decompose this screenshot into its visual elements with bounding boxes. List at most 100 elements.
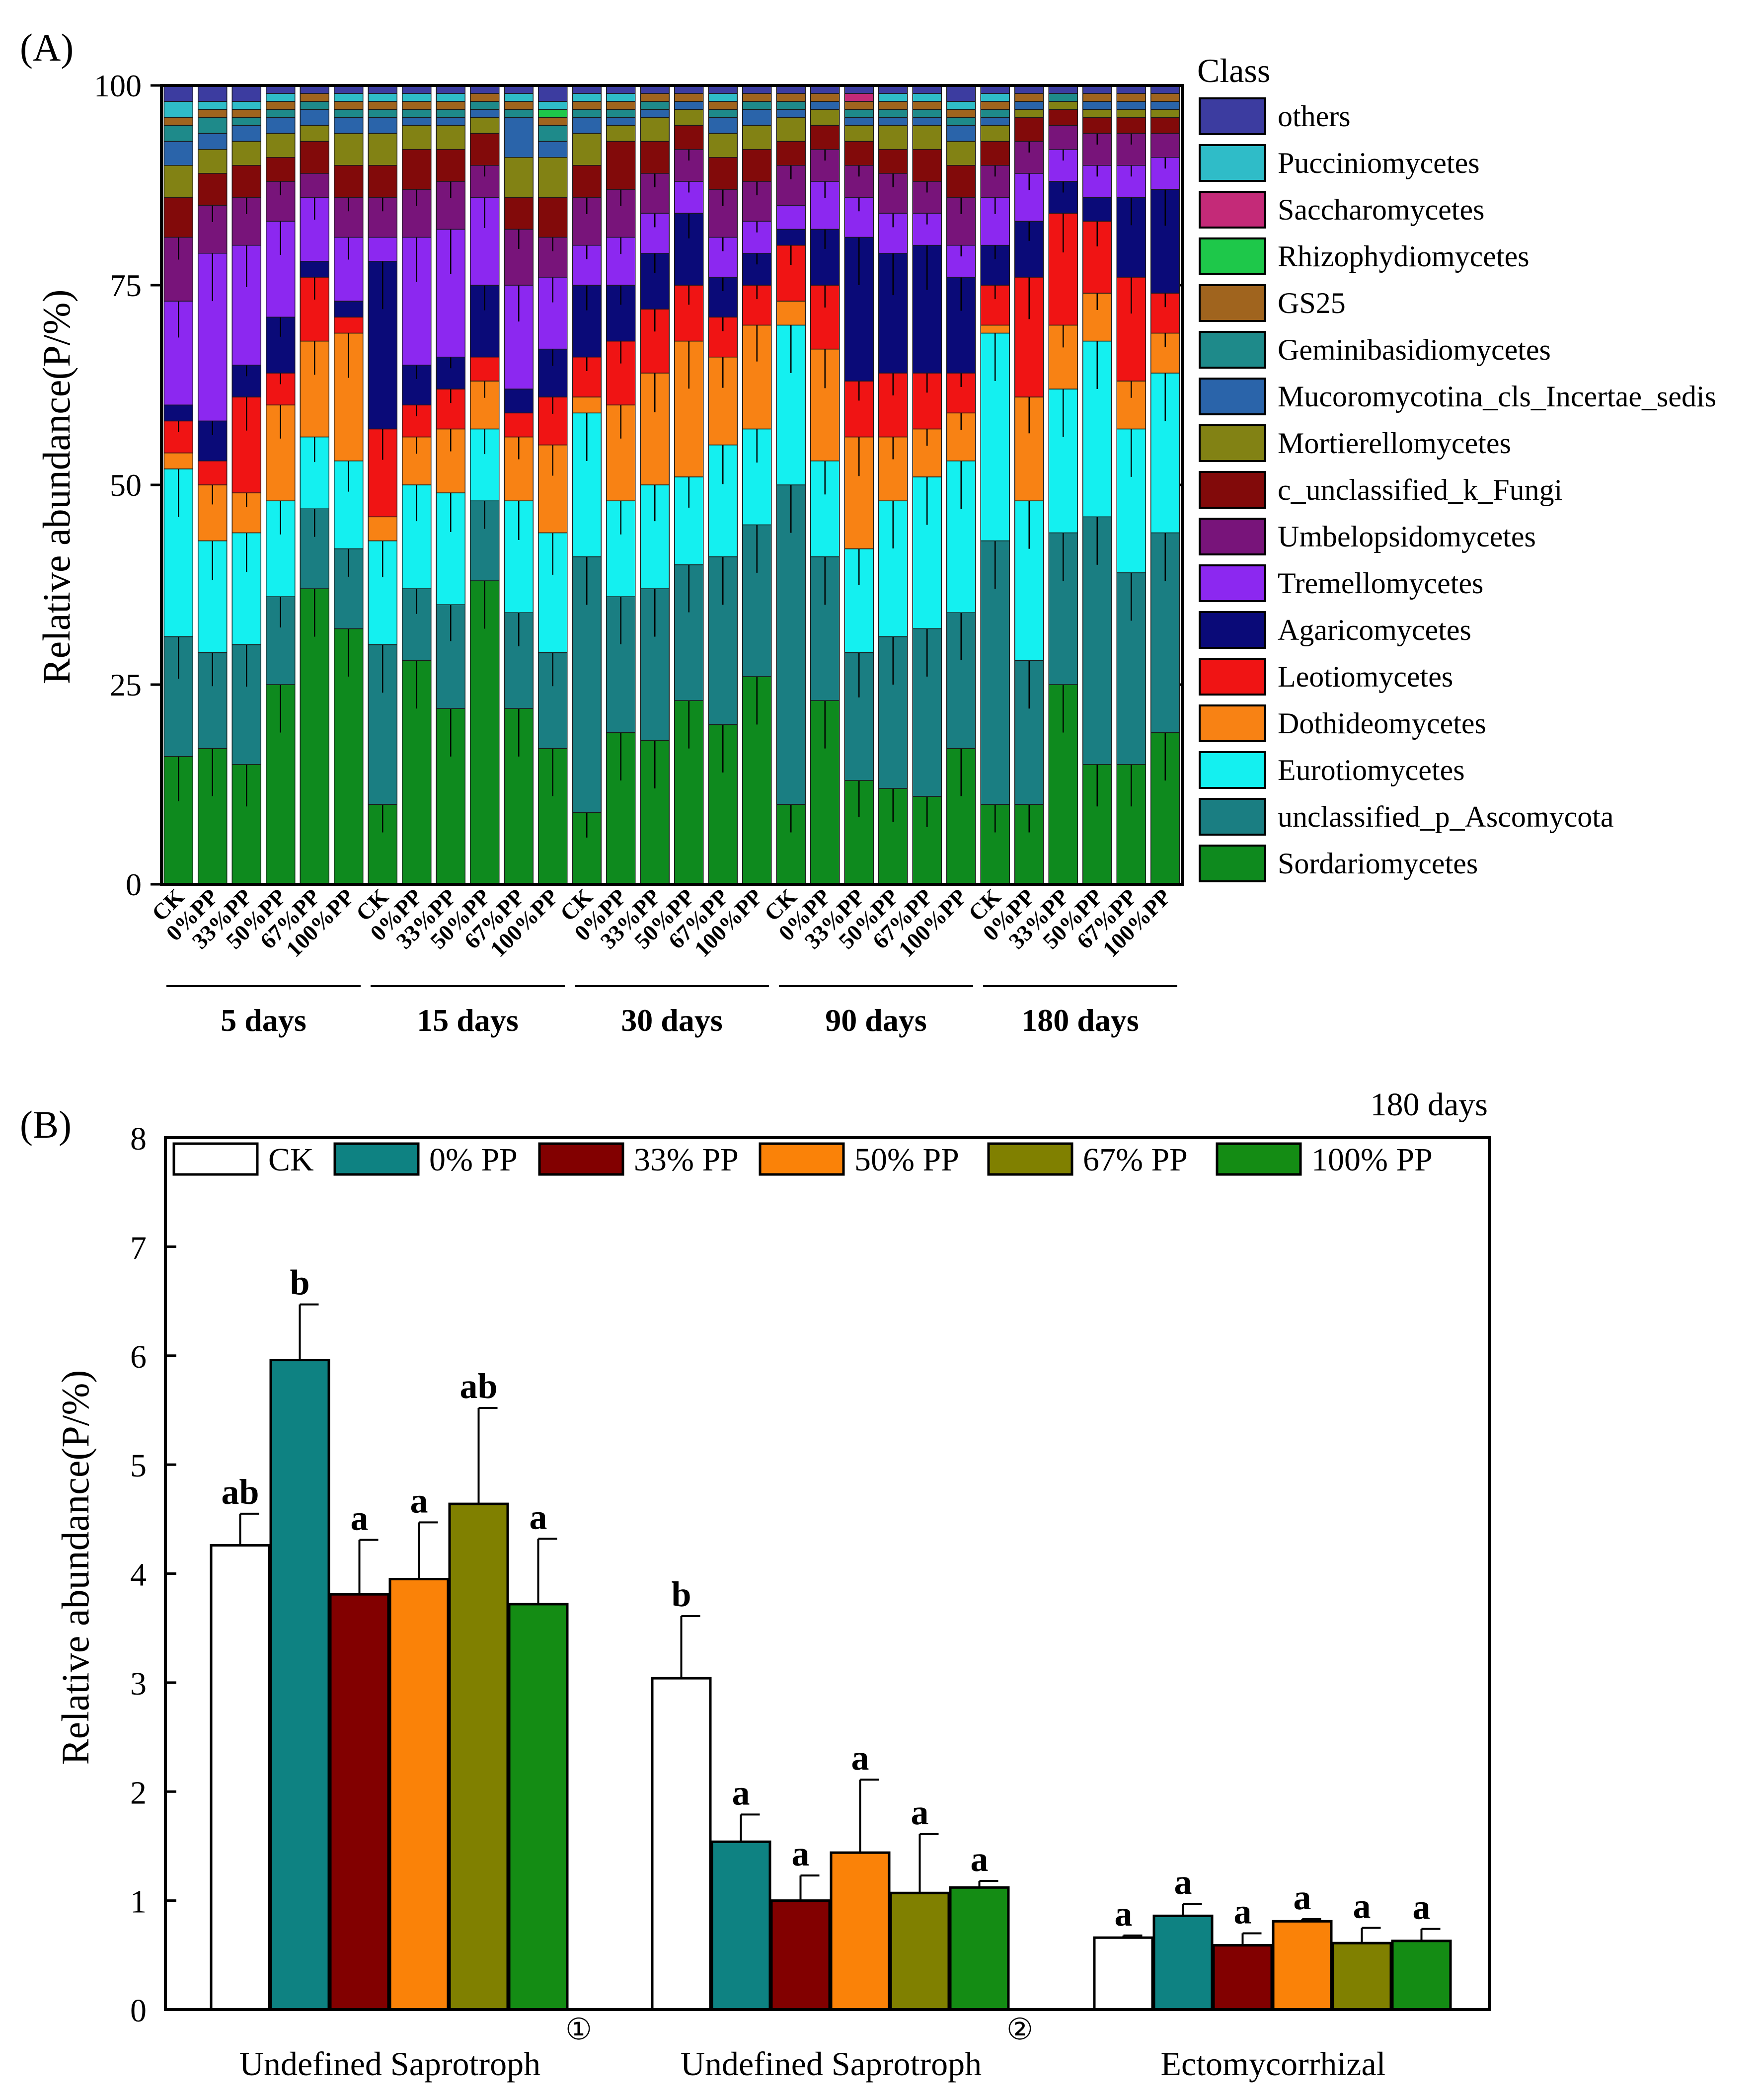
y-tick-label: 1: [130, 1884, 147, 1920]
group-label: 30 days: [621, 1003, 723, 1038]
segment-GS25: [1116, 93, 1146, 102]
segment-Mortierellomycetes: [980, 125, 1010, 142]
segment-c_unclassified_k_Fungi: [1048, 109, 1078, 126]
segment-Mucoromycotina_cls_Incertae_sedis: [708, 117, 738, 134]
segment-Mucoromycotina_cls_Incertae_sedis: [878, 117, 908, 126]
segment-GS25: [504, 101, 534, 110]
legend-label: Umbelopsidomycetes: [1278, 520, 1536, 553]
segment-Mucoromycotina_cls_Incertae_sedis: [163, 141, 193, 166]
segment-Mucoromycotina_cls_Incertae_sedis: [946, 125, 976, 142]
segment-others: [946, 85, 976, 102]
legend-label: Sordariomycetes: [1278, 847, 1478, 880]
legend-swatch-Eurotiomycetes: [1199, 751, 1266, 789]
stacked-bar: [538, 85, 568, 885]
legend-swatch-Saccharomycetes: [1199, 191, 1266, 229]
segment-c_unclassified_k_Fungi: [436, 149, 465, 182]
segment-Sordariomycetes: [300, 588, 329, 885]
legend-swatch-33% PP: [538, 1142, 624, 1176]
legend-swatch-50% PP: [759, 1142, 845, 1176]
segment-GS25: [470, 93, 500, 102]
segment-Mucoromycotina_cls_Incertae_sedis: [231, 125, 261, 142]
segment-Geminibasidiomycetes: [912, 109, 942, 118]
segment-GS25: [674, 93, 704, 102]
legend-swatch-c_unclassified_k_Fungi: [1199, 471, 1266, 509]
segment-c_unclassified_k_Fungi: [368, 165, 397, 198]
legend-swatch-GS25: [1199, 284, 1266, 322]
stacked-bar: [198, 85, 228, 885]
segment-Mortierellomycetes: [640, 117, 670, 142]
significance-letter: a: [792, 1834, 810, 1873]
panel-b-label: (B): [20, 1103, 72, 1146]
segment-Pucciniomycetes: [368, 93, 397, 102]
significance-letter: a: [530, 1497, 547, 1537]
segment-Geminibasidiomycetes: [1048, 93, 1078, 102]
legend-swatch-Pucciniomycetes: [1199, 144, 1266, 182]
segment-GS25: [538, 117, 568, 126]
plot-frame: [164, 1136, 1491, 2011]
segment-Mortierellomycetes: [912, 125, 942, 150]
bar-50% PP: [388, 1577, 450, 2011]
segment-Sordariomycetes: [470, 580, 500, 885]
y-tick-label: 75: [110, 268, 142, 303]
legend-swatch-67% PP: [987, 1142, 1073, 1176]
segment-unclassified_p_Ascomycota: [980, 540, 1010, 805]
legend-label: Leotiomycetes: [1278, 660, 1453, 693]
segment-Umbelopsidomycetes: [1048, 125, 1078, 150]
segment-Tremellomycetes: [368, 236, 397, 262]
segment-Rhizophydiomycetes: [538, 109, 568, 118]
bar-0% PP: [710, 1840, 771, 2011]
segment-GS25: [300, 93, 329, 102]
legend-label: Dothideomycetes: [1278, 707, 1486, 740]
segment-c_unclassified_k_Fungi: [402, 149, 432, 190]
segment-Leotiomycetes: [334, 316, 364, 334]
segment-GS25: [912, 101, 942, 110]
legend-swatch-100% PP: [1216, 1142, 1302, 1176]
stacked-bar: [436, 85, 465, 885]
segment-Mortierellomycetes: [1116, 109, 1146, 118]
segment-Geminibasidiomycetes: [708, 109, 738, 118]
segment-Pucciniomycetes: [266, 93, 296, 102]
segment-Leotiomycetes: [368, 428, 397, 518]
segment-Mortierellomycetes: [1014, 109, 1044, 118]
stacked-bar: [1014, 85, 1044, 885]
legend-label: 100% PP: [1311, 1142, 1433, 1178]
legend-swatch-Agaricomycetes: [1199, 611, 1266, 649]
significance-letter: ab: [459, 1366, 497, 1406]
category-label: Ectomycorrhizal: [1160, 2045, 1385, 2083]
segment-Mortierellomycetes: [606, 125, 636, 142]
legend-swatch-unclassified_p_Ascomycota: [1199, 798, 1266, 836]
category-mark: ②: [1006, 2013, 1033, 2046]
significance-letter: a: [1353, 1886, 1371, 1926]
segment-Mucoromycotina_cls_Incertae_sedis: [436, 117, 465, 126]
legend-label: Agaricomycetes: [1278, 614, 1471, 646]
segment-c_unclassified_k_Fungi: [198, 173, 228, 206]
segment-Agaricomycetes: [334, 301, 364, 318]
segment-Geminibasidiomycetes: [844, 109, 874, 118]
segment-GS25: [640, 93, 670, 102]
plot-frame: [160, 84, 1184, 886]
significance-letter: b: [671, 1574, 691, 1614]
bar-50% PP: [830, 1851, 891, 2011]
legend-swatch-Leotiomycetes: [1199, 658, 1266, 696]
segment-Pucciniomycetes: [912, 93, 942, 102]
segment-c_unclassified_k_Fungi: [606, 141, 636, 190]
legend-swatch-0% PP: [333, 1142, 420, 1176]
segment-Geminibasidiomycetes: [606, 109, 636, 118]
significance-letter: a: [1294, 1877, 1311, 1917]
stacked-bar: [266, 85, 296, 885]
segment-Mortierellomycetes: [538, 156, 568, 198]
segment-others: [538, 85, 568, 102]
y-tick-label: 2: [130, 1775, 147, 1811]
segment-Pucciniomycetes: [402, 93, 432, 102]
legend-swatch-Tremellomycetes: [1199, 564, 1266, 602]
segment-Mortierellomycetes: [810, 109, 840, 126]
segment-c_unclassified_k_Fungi: [640, 141, 670, 174]
segment-Geminibasidiomycetes: [300, 101, 329, 110]
segment-Leotiomycetes: [504, 412, 534, 438]
segment-Mortierellomycetes: [572, 133, 602, 166]
segment-c_unclassified_k_Fungi: [504, 197, 534, 230]
legend-label: 67% PP: [1083, 1142, 1188, 1178]
legend-label: Eurotiomycetes: [1278, 754, 1465, 786]
y-tick-label: 0: [126, 867, 142, 902]
